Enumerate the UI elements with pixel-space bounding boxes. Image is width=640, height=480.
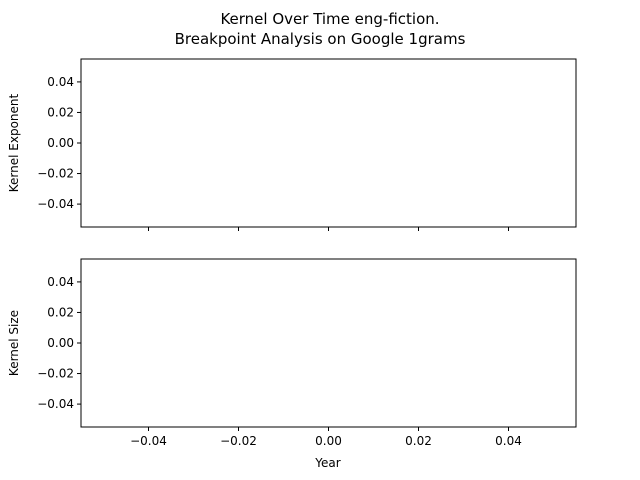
x-axis-label: Year: [314, 456, 340, 470]
x-tick-label: 0.00: [315, 434, 342, 448]
y-tick-label: 0.04: [47, 75, 74, 89]
panel-frame: [80, 258, 577, 428]
y-tick-label: −0.04: [37, 397, 74, 411]
x-tick-label: −0.04: [130, 434, 167, 448]
y-tick-label: 0.00: [47, 136, 74, 150]
x-tick-label: 0.02: [405, 434, 432, 448]
y-tick-label: 0.02: [47, 305, 74, 319]
y-tick-label: −0.04: [37, 197, 74, 211]
y-tick-label: −0.02: [37, 167, 74, 181]
chart-title-line-2: Breakpoint Analysis on Google 1grams: [175, 30, 466, 48]
kernel-exponent-panel: Kernel Exponent 0.04 0.02 0.00 −0.02 −0.04: [7, 58, 577, 231]
y-tick-label: −0.02: [37, 367, 74, 381]
x-tick-label: −0.02: [220, 434, 257, 448]
y-tick-label: 0.00: [47, 336, 74, 350]
y-tick-label: 0.02: [47, 105, 74, 119]
panel-frame: [80, 58, 577, 228]
kernel-size-panel: Kernel Size Year 0.04 0.02 0.00 −0.02 −0.04 −…: [7, 258, 577, 470]
y-tick-label: 0.04: [47, 275, 74, 289]
x-tick-label: 0.04: [495, 434, 522, 448]
chart-title-line-1: Kernel Over Time eng-fiction.: [220, 10, 439, 28]
y-axis-label: Kernel Exponent: [7, 93, 21, 192]
y-axis-label: Kernel Size: [7, 310, 21, 376]
